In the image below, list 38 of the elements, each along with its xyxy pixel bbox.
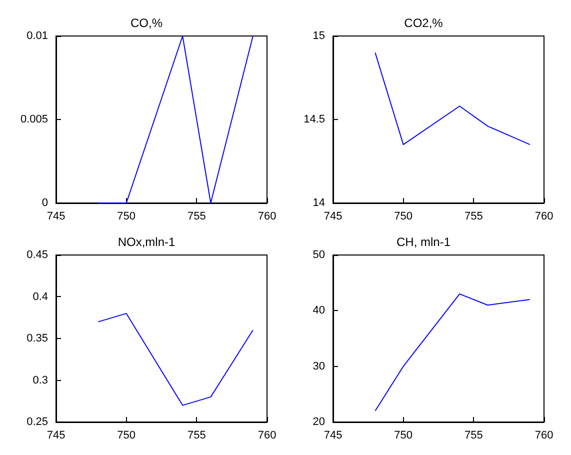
y-tick-label: 50 <box>312 249 325 261</box>
x-tick-label: 745 <box>324 430 342 442</box>
chart-title: CO,% <box>130 16 163 30</box>
x-tick-label: 760 <box>258 210 276 222</box>
x-tick-label: 745 <box>324 210 342 222</box>
x-tick-label: 750 <box>394 210 413 222</box>
line-series <box>98 312 254 406</box>
y-tick-label: 14 <box>312 197 325 209</box>
y-tick-label: 20 <box>312 416 325 428</box>
line-series <box>374 293 530 412</box>
x-tick-label: 760 <box>534 210 554 222</box>
y-tick-label: 15 <box>312 30 325 42</box>
x-tick-label: 750 <box>117 430 136 442</box>
y-tick-label: 14.5 <box>304 114 325 126</box>
y-tick-label: 0.45 <box>26 249 48 261</box>
x-tick-label: 760 <box>258 430 276 442</box>
x-tick-label: 755 <box>464 430 483 442</box>
y-tick-label: 0 <box>42 197 48 209</box>
y-tick-label: 0.4 <box>32 290 48 303</box>
y-tick-label: 30 <box>312 360 325 372</box>
line-series <box>374 52 530 146</box>
y-tick-label: 0.35 <box>26 332 48 344</box>
chart-title: CH, mln-1 <box>396 235 451 249</box>
y-tick-label: 40 <box>312 304 325 317</box>
y-tick-label: 0.25 <box>26 416 48 428</box>
x-tick-label: 745 <box>46 210 66 222</box>
chart-title: CO2,% <box>404 16 444 30</box>
x-tick-label: 755 <box>187 430 206 442</box>
x-tick-label: 755 <box>187 210 206 222</box>
y-tick-label: 0.01 <box>26 30 48 42</box>
chart-title: NOx,mln-1 <box>118 235 176 249</box>
x-tick-label: 755 <box>464 210 483 222</box>
x-tick-label: 750 <box>117 210 136 222</box>
y-tick-label: 0.005 <box>20 114 48 126</box>
x-tick-label: 750 <box>394 430 413 442</box>
x-tick-label: 745 <box>46 430 66 442</box>
x-tick-label: 760 <box>534 430 554 442</box>
y-tick-label: 0.3 <box>32 374 48 386</box>
